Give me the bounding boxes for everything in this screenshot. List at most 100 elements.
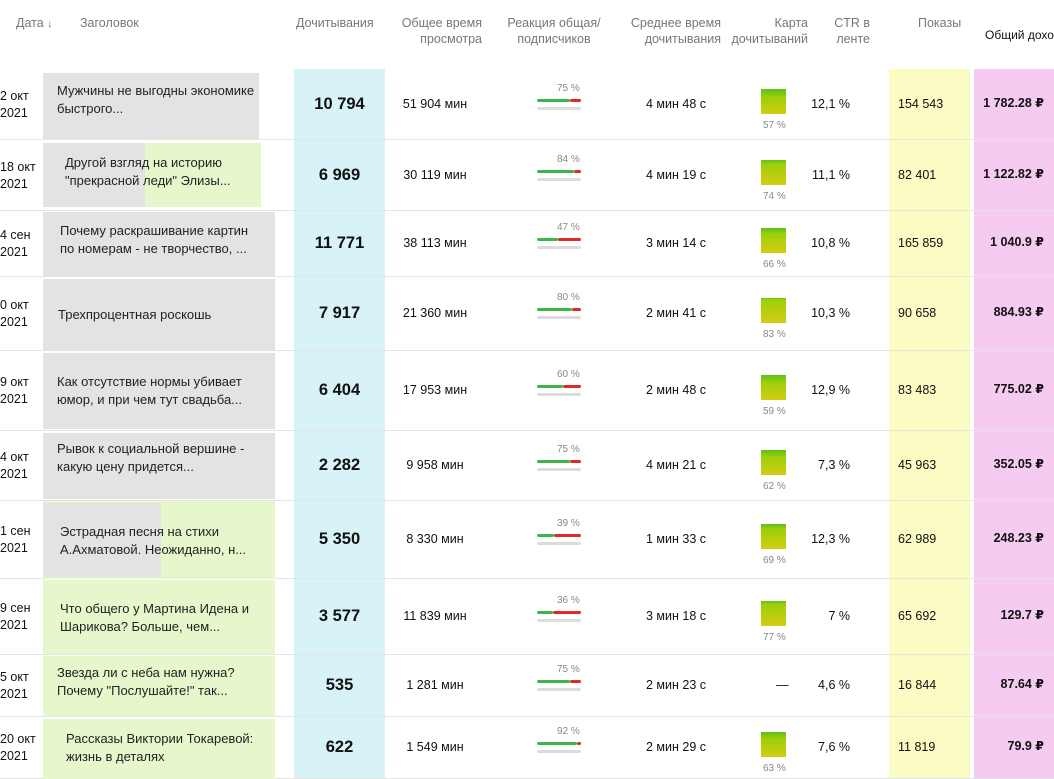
reaction-percent: 75 % <box>557 82 580 94</box>
row-date: 4 окт 2021 <box>0 450 29 481</box>
reaction-bar-subscribers <box>537 542 581 545</box>
article-title-link[interactable]: Эстрадная песня на стихи А.Ахматовой. Не… <box>60 524 247 557</box>
reaction-bar-positive <box>537 308 572 311</box>
avg-time-value: 4 мин 19 с <box>645 167 706 182</box>
total-time-value: 21 360 мин <box>402 306 468 320</box>
read-map-percent: 69 % <box>763 555 786 566</box>
row-date: 5 окт 2021 <box>0 670 29 701</box>
avg-time-value: 2 мин 23 с <box>645 678 706 692</box>
article-title-link[interactable]: Рассказы Виктории Токаревой: жизнь в дет… <box>66 731 254 764</box>
article-title-link[interactable]: Другой взгляд на историю "прекрасной лед… <box>65 155 231 188</box>
read-map-percent: 59 % <box>763 406 786 417</box>
reaction-bar-subscribers <box>537 316 581 319</box>
article-title-link[interactable]: Что общего у Мартина Идена и Шарикова? Б… <box>60 601 250 634</box>
read-map-percent: 63 % <box>763 763 786 774</box>
income-column-highlight <box>974 69 1054 779</box>
read-map-square[interactable] <box>761 228 786 253</box>
header-income[interactable]: Общий дохо <box>985 28 1054 42</box>
reaction-percent: 39 % <box>557 518 580 529</box>
reaction-percent: 80 % <box>557 292 580 303</box>
avg-time-value: 4 мин 21 с <box>645 458 706 472</box>
reaction-bar-subscribers <box>537 393 581 396</box>
reaction-bar-positive <box>537 460 570 463</box>
sort-down-icon[interactable]: ↓ <box>47 18 53 30</box>
read-map-square[interactable] <box>761 524 786 549</box>
ctr-value: 11,1 % <box>812 167 850 182</box>
read-map-percent: 66 % <box>763 259 786 270</box>
total-time-value: 51 904 мин <box>402 96 468 111</box>
reaction-bar-negative <box>570 460 581 463</box>
read-map-square[interactable] <box>761 298 786 323</box>
read-map-empty: — <box>776 678 789 692</box>
header-title[interactable]: Заголовок <box>80 16 139 30</box>
reaction-bar-positive <box>537 98 570 102</box>
row-date: 0 окт 2021 <box>0 298 29 329</box>
reaction-bar-negative <box>574 169 581 173</box>
row-date: 2 окт 2021 <box>0 88 29 120</box>
reaction-bar-subscribers <box>537 619 581 622</box>
header-read-map[interactable]: Карта дочитываний <box>731 16 809 46</box>
ctr-value: 10,3 % <box>811 306 850 320</box>
reaction-percent: 36 % <box>557 595 580 606</box>
header-reads[interactable]: Дочитывания <box>296 16 374 30</box>
reaction-bar-negative <box>558 238 581 241</box>
reaction-bar-subscribers <box>537 688 581 691</box>
avg-time-value: 2 мин 41 с <box>645 306 706 320</box>
read-map-percent: 83 % <box>763 329 786 340</box>
avg-time-value: 3 мин 18 с <box>645 609 706 623</box>
reaction-bar-negative <box>572 308 581 311</box>
reaction-percent: 75 % <box>557 664 580 675</box>
table-header: Дата ↓ Заголовок Дочитывания Общее время… <box>0 0 1054 66</box>
reaction-percent: 92 % <box>557 726 580 737</box>
total-time-value: 38 113 мин <box>403 236 467 250</box>
read-map-square[interactable] <box>761 375 786 400</box>
reaction-bar-subscribers <box>537 106 581 110</box>
row-date: 20 окт 2021 <box>0 732 36 763</box>
article-title-link[interactable]: Рывок к социальной вершине - какую цену … <box>57 441 245 474</box>
read-map-square[interactable] <box>761 159 786 185</box>
reaction-bar-positive <box>537 385 563 388</box>
reaction-percent: 47 % <box>557 222 580 233</box>
article-title-link[interactable]: Мужчины не выгодны экономике быстрого... <box>57 83 255 116</box>
shows-column-highlight <box>889 69 970 779</box>
article-title-link[interactable]: Трехпроцентная роскошь <box>58 307 212 322</box>
article-title-link[interactable]: Как отсутствие нормы убивает юмор, и при… <box>57 374 243 407</box>
ctr-value: 10,8 % <box>811 236 850 250</box>
avg-time-value: 2 мин 48 с <box>645 383 706 397</box>
header-reaction[interactable]: Реакция общая/ подписчиков <box>507 16 601 46</box>
row-date: 9 окт 2021 <box>0 375 29 406</box>
read-map-square[interactable] <box>761 732 786 757</box>
row-date: 18 окт 2021 <box>0 159 36 191</box>
reaction-bar-positive <box>537 680 570 683</box>
total-time-value: 30 119 мин <box>403 167 467 182</box>
header-total-time[interactable]: Общее время просмотра <box>401 16 482 46</box>
reaction-bar-negative <box>577 742 581 745</box>
total-time-value: 17 953 мин <box>402 383 468 397</box>
reaction-bar-negative <box>554 534 581 537</box>
avg-time-value: 4 мин 48 с <box>645 96 706 111</box>
article-title-link[interactable]: Почему раскрашивание картин по номерам -… <box>60 223 249 256</box>
header-ctr[interactable]: CTR в ленте <box>834 16 870 46</box>
header-date[interactable]: Дата ↓ <box>16 15 53 32</box>
total-time-value: 1 549 мин <box>406 740 464 754</box>
reaction-bar-positive <box>537 611 553 614</box>
reaction-bar-negative <box>563 385 581 388</box>
ctr-value: 7,3 % <box>818 458 850 472</box>
total-time-value: 11 839 мин <box>403 609 467 623</box>
reaction-bar-subscribers <box>537 246 581 249</box>
reaction-percent: 75 % <box>557 444 580 455</box>
reaction-bar-negative <box>553 611 581 614</box>
reaction-bar-positive <box>537 534 554 537</box>
header-shows[interactable]: Показы <box>918 16 962 30</box>
total-time-value: 8 330 мин <box>406 532 464 546</box>
ctr-value: 4,6 % <box>818 678 850 692</box>
header-avg-time[interactable]: Среднее время дочитывания <box>630 16 721 46</box>
read-map-percent: 57 % <box>763 119 786 131</box>
read-map-square[interactable] <box>761 88 786 114</box>
read-map-square[interactable] <box>761 450 786 475</box>
article-title-link[interactable]: Звезда ли с неба нам нужна? Почему "Посл… <box>57 665 235 698</box>
reaction-percent: 60 % <box>557 369 580 380</box>
avg-time-value: 1 мин 33 с <box>645 532 706 546</box>
read-map-square[interactable] <box>761 601 786 626</box>
avg-time-value: 2 мин 29 с <box>645 740 706 754</box>
